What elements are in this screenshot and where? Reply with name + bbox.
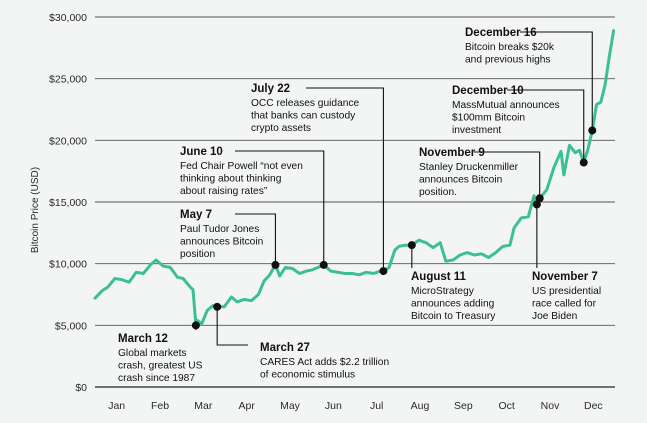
annotation-text: crypto assets <box>251 123 311 134</box>
x-tick-label: Aug <box>411 400 430 412</box>
event-marker <box>319 260 328 269</box>
x-tick-label: May <box>280 400 301 412</box>
annotation-leader <box>507 89 585 163</box>
event-marker <box>535 194 544 203</box>
x-tick-label: Oct <box>498 400 514 412</box>
annotation-date: December 16 <box>465 27 537 39</box>
event-marker <box>532 200 541 209</box>
y-tick-label: $20,000 <box>49 135 87 147</box>
annotation: November 9 Stanley Druckenmiller announces… <box>419 147 544 203</box>
annotation-text: investment <box>452 125 501 136</box>
annotation-text: Joe Biden <box>532 311 577 322</box>
annotation-text: CARES Act adds $2.2 trillion <box>260 357 389 368</box>
event-marker <box>191 321 200 330</box>
annotation-date: August 11 <box>411 271 467 283</box>
annotation-date: December 10 <box>452 85 524 97</box>
price-series-line <box>93 29 616 327</box>
y-axis-label: Bitcoin Price (USD) <box>30 167 41 253</box>
annotation-date: June 10 <box>180 146 223 158</box>
annotation-date: November 9 <box>419 147 485 159</box>
annotation-text: race called for <box>532 299 597 310</box>
annotation-text: announces Bitcoin <box>419 175 502 186</box>
annotation-leader <box>474 151 541 199</box>
annotation-leader <box>306 87 384 272</box>
annotation-text: position. <box>419 187 457 198</box>
annotation-date: November 7 <box>532 271 598 283</box>
annotation-leader <box>235 150 325 265</box>
annotation-text: crash, greatest US <box>118 361 203 372</box>
annotation-text: Paul Tudor Jones <box>180 224 259 235</box>
x-tick-label: Jun <box>325 400 342 412</box>
event-marker <box>579 158 588 167</box>
x-tick-label: Jul <box>370 400 383 412</box>
annotation-text: crash since 1987 <box>118 373 195 384</box>
annotation-text: of economic stimulus <box>260 370 355 381</box>
y-tick-label: $25,000 <box>49 74 87 86</box>
x-tick-label: Apr <box>238 400 255 412</box>
annotation-text: Bitcoin breaks $20k <box>465 42 555 53</box>
annotation: July 22 OCC releases guidance that banks c… <box>251 83 388 276</box>
annotation-leader <box>520 31 593 131</box>
annotation-text: OCC releases guidance <box>251 98 359 109</box>
annotation-text: position <box>180 249 215 260</box>
annotation-date: March 27 <box>260 342 310 354</box>
x-tick-label: Dec <box>584 400 603 412</box>
event-marker <box>588 126 597 135</box>
annotation-leader <box>216 306 248 346</box>
annotation: March 12 Global markets crash, greatest US… <box>118 321 203 384</box>
event-annotations: March 12 Global markets crash, greatest US… <box>118 27 601 384</box>
annotation-text: Stanley Druckenmiller <box>419 162 519 173</box>
annotation-date: March 12 <box>118 333 168 345</box>
annotation-text: Bitcoin to Treasury <box>411 311 496 322</box>
annotation-text: thinking about thinking <box>180 174 282 185</box>
annotation: June 10 Fed Chair Powell “not even thinkin… <box>180 146 328 269</box>
annotation: March 27 CARES Act adds $2.2 trillion of e… <box>213 302 389 381</box>
annotation-text: that banks can custody <box>251 111 356 122</box>
annotation: December 16 Bitcoin breaks $20k and previo… <box>465 27 597 135</box>
annotation-date: May 7 <box>180 209 212 221</box>
annotation-text: MicroStrategy <box>411 286 475 297</box>
y-tick-label: $10,000 <box>49 259 87 271</box>
x-tick-label: Sep <box>454 400 473 412</box>
gridlines <box>95 16 615 388</box>
y-tick-label: $30,000 <box>49 12 87 24</box>
annotation-text: US presidential <box>532 286 601 297</box>
event-marker <box>271 260 280 269</box>
annotation: May 7 Paul Tudor Jones announces Bitcoinpo… <box>180 209 280 269</box>
annotation-text: $100mm Bitcoin <box>452 113 525 124</box>
annotation-leader <box>235 213 276 265</box>
annotation-text: and previous highs <box>465 55 551 66</box>
annotation-date: July 22 <box>251 83 290 95</box>
annotation-text: Fed Chair Powell “not even <box>180 161 303 172</box>
x-tick-label: Jan <box>108 400 125 412</box>
annotation: August 11 MicroStrategy announces addingBi… <box>407 241 496 322</box>
annotation: December 10 MassMutual announces $100mm Bi… <box>452 85 588 167</box>
annotation-text: about raising rates” <box>180 186 268 197</box>
y-tick-label: $0 <box>75 382 87 394</box>
x-tick-label: Nov <box>541 400 560 412</box>
annotation-text: MassMutual announces <box>452 100 560 111</box>
annotation: November 7 US presidential race called for… <box>532 200 601 322</box>
event-marker <box>407 241 416 250</box>
x-axis-ticks: Jan Feb Mar Apr May Jun Jul Aug Sep Oct Nov Dec <box>108 400 602 412</box>
annotation-text: announces Bitcoin <box>180 237 263 248</box>
y-tick-label: $5,000 <box>55 320 87 332</box>
annotation-text: announces adding <box>411 299 495 310</box>
annotation-text: Global markets <box>118 348 187 359</box>
y-axis-ticks: $0 $5,000 $10,000 $15,000 $20,000 $25,000 $30,… <box>49 12 87 394</box>
x-tick-label: Mar <box>194 400 213 412</box>
y-tick-label: $15,000 <box>49 197 87 209</box>
event-marker <box>213 302 222 311</box>
x-tick-label: Feb <box>151 400 169 412</box>
event-marker <box>379 267 388 276</box>
